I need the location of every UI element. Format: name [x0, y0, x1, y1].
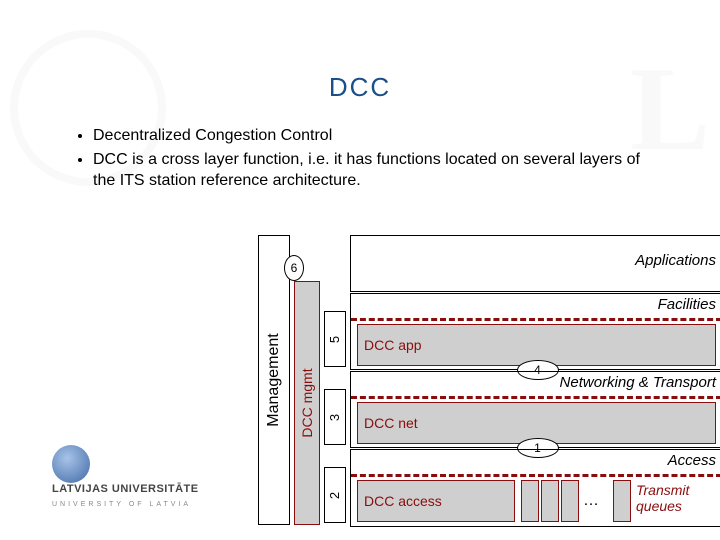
layer-access: Access DCC access … Transmit queues: [350, 449, 720, 527]
logo-seal-icon: [52, 445, 90, 483]
university-logo: LATVIJAS UNIVERSITĀTE UNIVERSITY OF LATV…: [52, 445, 222, 508]
net-dash: [351, 396, 720, 399]
dcc-access-box: DCC access: [357, 480, 515, 522]
interface-6-oval: 6: [284, 255, 304, 281]
layer-applications: Applications: [350, 235, 720, 292]
layer-net-transport-label: Networking & Transport: [560, 374, 716, 391]
management-label: Management: [265, 333, 283, 426]
facilities-dash: [351, 318, 720, 321]
bullet-list: Decentralized Congestion Control DCC is …: [75, 125, 660, 194]
num-col-3: 3: [324, 389, 346, 445]
slide-title: DCC: [0, 72, 720, 103]
layer-facilities: Facilities DCC app: [350, 293, 720, 370]
logo-subtitle: UNIVERSITY OF LATVIA: [52, 501, 222, 508]
management-column: Management: [258, 235, 290, 525]
dcc-mgmt-column: DCC mgmt: [294, 281, 320, 525]
transmit-queue-bar: [521, 480, 539, 522]
dcc-mgmt-label: DCC mgmt: [299, 368, 315, 437]
bullet-item: Decentralized Congestion Control: [93, 125, 660, 147]
transmit-queue-bar: [541, 480, 559, 522]
num-col-5: 5: [324, 311, 346, 367]
transmit-queues-label: Transmit queues: [636, 482, 716, 514]
transmit-queue-bar: [613, 480, 631, 522]
layer-facilities-label: Facilities: [658, 296, 716, 313]
layer-access-label: Access: [668, 452, 716, 469]
logo-name: LATVIJAS UNIVERSITĀTE: [52, 483, 199, 495]
layer-stack: Applications Facilities DCC app 4 Networ…: [350, 235, 720, 525]
layer-applications-label: Applications: [635, 252, 716, 269]
access-dash: [351, 474, 720, 477]
transmit-queue-bar: [561, 480, 579, 522]
num-col-2: 2: [324, 467, 346, 523]
bullet-item: DCC is a cross layer function, i.e. it h…: [93, 149, 660, 192]
layer-net-transport: Networking & Transport DCC net: [350, 371, 720, 448]
transmit-queue-ellipsis: …: [583, 492, 599, 510]
dcc-architecture-diagram: Management DCC mgmt 6 5 3 2 Applications…: [258, 235, 720, 525]
